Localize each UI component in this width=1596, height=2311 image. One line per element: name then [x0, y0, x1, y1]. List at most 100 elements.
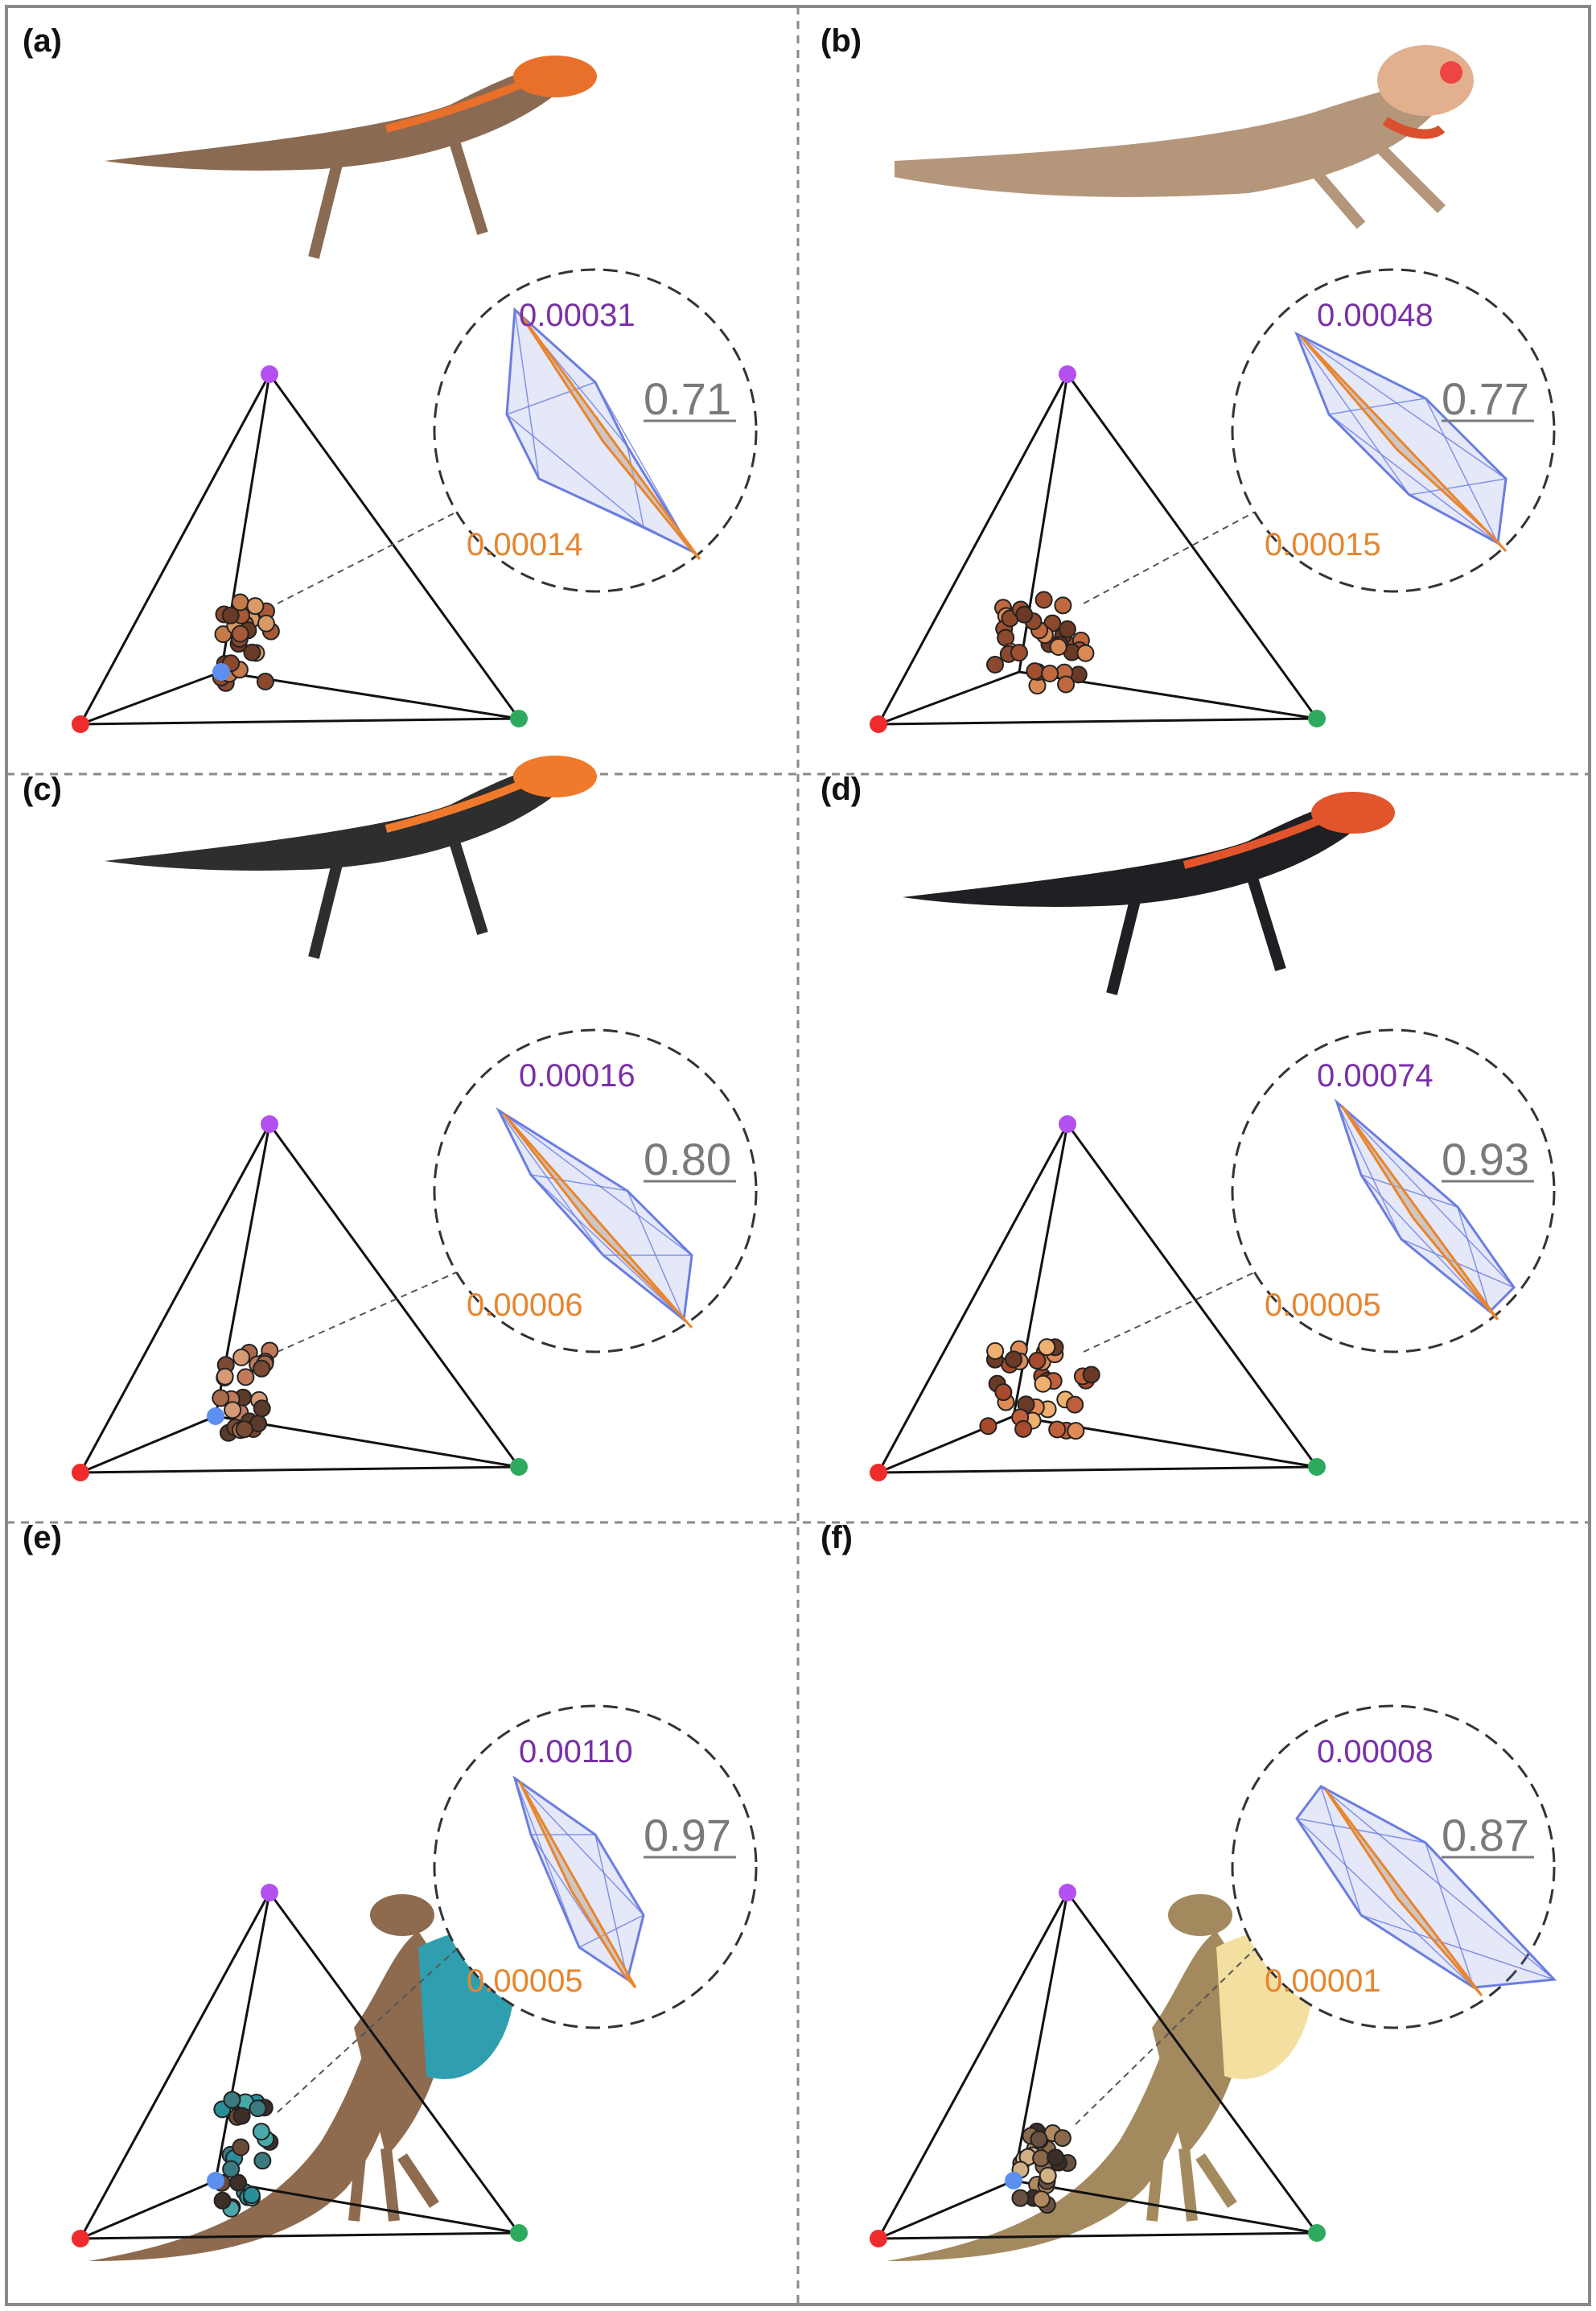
zoom-circle	[1231, 1028, 1556, 1353]
lizard-stripe	[385, 768, 549, 833]
vertex-long-icon	[870, 1464, 887, 1481]
tetrahedron-edge	[877, 1892, 1069, 2239]
tetrahedron-edge	[80, 717, 520, 726]
purple-volume-label: 0.00008	[1317, 1734, 1434, 1769]
data-point	[257, 614, 275, 632]
hull-mesh-line	[1425, 398, 1499, 544]
data-point	[252, 2123, 270, 2141]
vertex-uv-icon	[1059, 365, 1076, 383]
vertex-short-icon	[212, 663, 230, 681]
panel-label: (c)	[23, 772, 62, 807]
data-point	[224, 1401, 242, 1419]
panel-label: (e)	[23, 1520, 62, 1555]
lizard-photo	[88, 1894, 515, 2261]
data-point	[1082, 1366, 1100, 1384]
hull-mesh-line	[1320, 1786, 1555, 1980]
lizard-photo	[886, 1894, 1313, 2261]
vertex-long-icon	[870, 715, 887, 733]
data-point	[1034, 1374, 1052, 1393]
data-point	[1026, 662, 1044, 681]
data-point	[986, 656, 1005, 674]
vertex-medium-icon	[1308, 710, 1326, 727]
data-point	[212, 1389, 230, 1407]
vertex-medium-icon	[510, 1458, 528, 1476]
overlap-value: 0.77	[1442, 373, 1529, 424]
lizard-head	[1311, 792, 1395, 834]
zoom-connector	[277, 510, 459, 604]
lizard-head	[370, 1894, 434, 1936]
panel-b: (b) 0.00048 0.77 0.00015	[821, 23, 1556, 733]
hull-mesh-line	[506, 381, 596, 415]
lizard-body	[895, 80, 1442, 197]
data-point	[1047, 2148, 1065, 2167]
tetrahedron-edge	[878, 717, 1318, 726]
vertex-long-icon	[72, 2230, 89, 2247]
data-point	[232, 2138, 250, 2157]
hull-orange	[518, 312, 701, 560]
data-point	[232, 2107, 251, 2125]
data-point	[1030, 2130, 1048, 2148]
data-point	[249, 2099, 267, 2118]
panel-label: (b)	[821, 23, 862, 59]
lizard-stripe	[385, 68, 549, 133]
lizard-legs	[1308, 141, 1446, 229]
lizard-stripe	[1183, 805, 1347, 869]
hull-mesh-line	[1296, 1818, 1475, 1988]
hull-mesh-line	[514, 1778, 580, 1948]
lizard-legs	[308, 826, 488, 959]
overlap-value: 0.71	[644, 373, 731, 424]
data-point	[213, 2191, 232, 2210]
lizard-body	[903, 801, 1361, 907]
panel-c: (c) 0.00016 0.80 0.00006	[23, 756, 758, 1481]
hull-mesh-line	[1360, 1174, 1458, 1208]
lizard-legs	[1106, 863, 1286, 995]
vertex-uv-icon	[261, 1884, 278, 1901]
vertex-long-icon	[870, 2230, 887, 2247]
lizard-body	[105, 64, 563, 171]
hull-mesh-line	[538, 478, 693, 552]
data-point	[1032, 2149, 1051, 2168]
data-point	[231, 624, 249, 643]
vertex-long-icon	[72, 1464, 89, 1481]
hull-mesh-line	[498, 1110, 604, 1256]
panel-d: (d) 0.00074 0.93 0.00005	[821, 772, 1556, 1481]
overlap-value: 0.80	[644, 1134, 731, 1184]
data-point	[1015, 605, 1034, 624]
hull-mesh-line	[578, 1914, 644, 1948]
vertex-uv-icon	[261, 365, 278, 383]
hull-mesh-line	[1296, 1818, 1426, 1843]
data-point	[221, 606, 240, 624]
hull-mesh-line	[1296, 333, 1507, 480]
vertex-short-icon	[207, 1407, 224, 1425]
hull-mesh-line	[1425, 1842, 1475, 1988]
data-point	[222, 2160, 241, 2178]
tetrahedron-edge	[1012, 1892, 1069, 2181]
data-point	[253, 2152, 272, 2170]
hull-mesh-line	[1360, 1914, 1555, 1980]
lizard-legs	[308, 126, 488, 259]
tetrahedron-edge	[79, 373, 271, 725]
data-point	[979, 1417, 998, 1436]
tetrahedron-edge	[877, 373, 1069, 725]
panel-f: (f) 0.00008 0.87 0.00001	[821, 1520, 1557, 2261]
zoom-connector	[277, 1946, 459, 2113]
zoom-connector	[1083, 510, 1257, 604]
hull-mesh-line	[594, 1834, 628, 1980]
lizard-photo	[903, 792, 1395, 995]
data-point	[1039, 2166, 1057, 2185]
tetrahedral-colour-space	[72, 365, 528, 733]
zoom-circle	[433, 1704, 758, 2029]
data-point	[1041, 664, 1059, 682]
data-point	[256, 673, 274, 691]
hull-mesh-line	[506, 414, 644, 528]
vertex-uv-icon	[261, 1115, 278, 1133]
data-point	[242, 2186, 261, 2205]
zoom-connector	[1083, 1271, 1257, 1353]
lizard-photo	[895, 45, 1474, 229]
lizard-photo	[105, 756, 597, 959]
purple-volume-label: 0.00074	[1317, 1058, 1434, 1094]
purple-volume-label: 0.00016	[519, 1058, 636, 1094]
data-point	[223, 2091, 241, 2109]
data-point	[1049, 637, 1067, 656]
